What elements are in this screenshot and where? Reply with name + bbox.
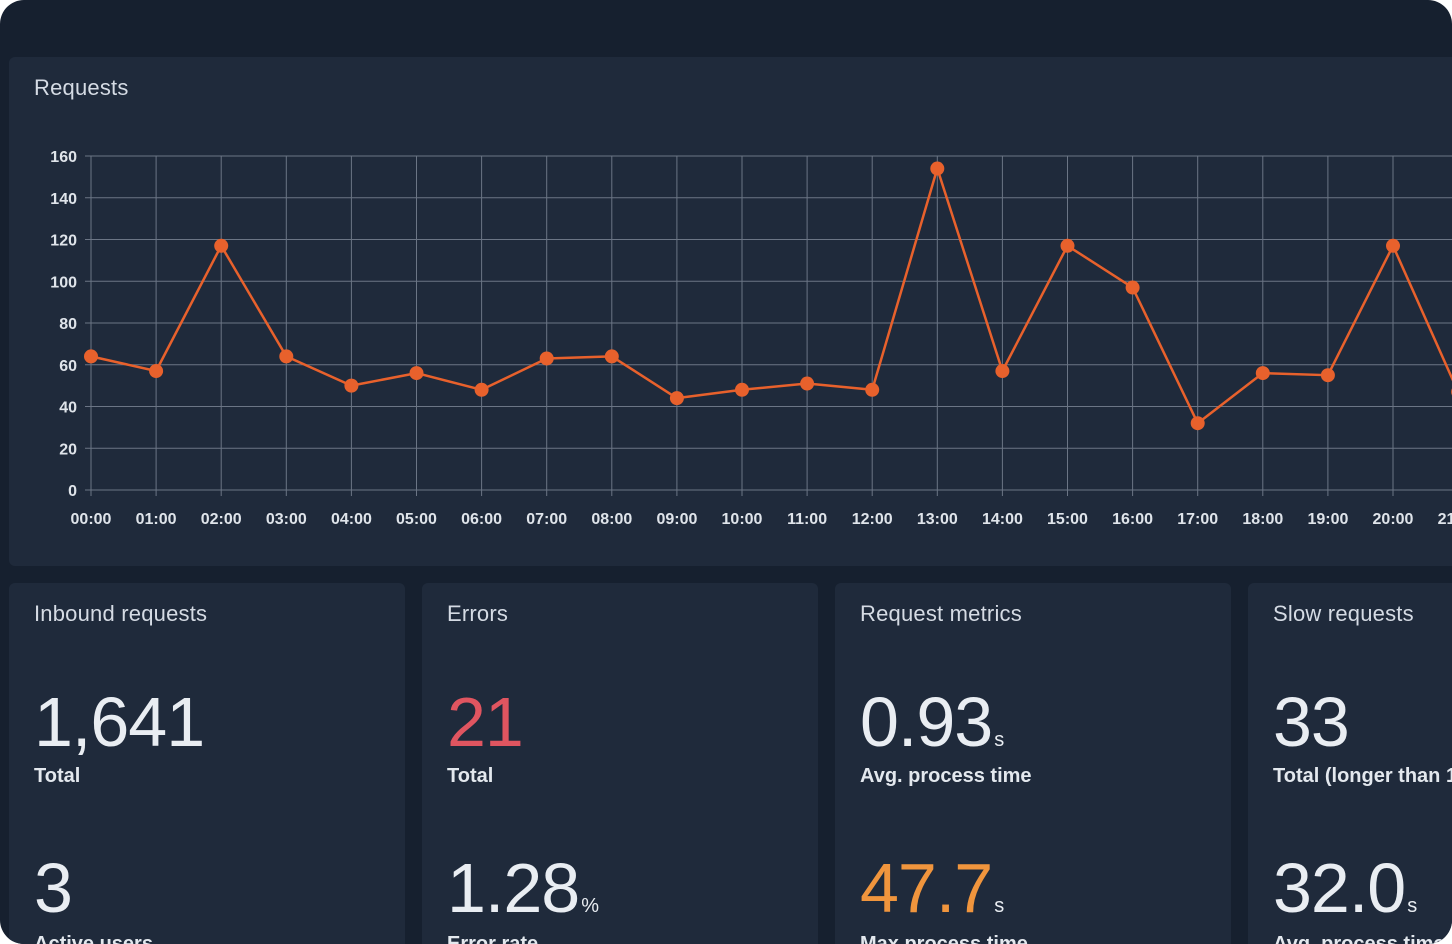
y-tick-label: 140: [50, 191, 77, 208]
error-rate-value: 1.28%: [447, 853, 599, 923]
x-tick-label: 09:00: [656, 511, 697, 528]
active-users-value: 3: [34, 853, 73, 923]
y-tick-label: 40: [59, 400, 77, 417]
x-tick-label: 08:00: [591, 511, 632, 528]
data-point: [214, 238, 229, 253]
x-tick-label: 12:00: [852, 511, 893, 528]
chart-grid: [85, 155, 1452, 496]
x-tick-label: 11:00: [787, 511, 827, 528]
active-users-label: Active users: [34, 933, 153, 944]
x-tick-label: 20:00: [1373, 511, 1414, 528]
data-point: [800, 376, 815, 391]
value-text: 1.28: [447, 849, 580, 927]
unit-text: s: [994, 729, 1005, 751]
x-tick-label: 10:00: [722, 511, 763, 528]
data-point: [149, 364, 164, 379]
series-line: [90, 167, 1452, 425]
value-text: 3: [34, 849, 73, 927]
data-point: [409, 366, 424, 381]
request-metrics-card: Request metrics 0.93 s Avg. process time …: [835, 583, 1231, 944]
data-point: [1060, 238, 1075, 253]
data-point: [344, 378, 359, 393]
unit-text: %: [581, 895, 600, 917]
card-title: Errors: [447, 601, 509, 626]
total-errors-value: 21: [447, 687, 524, 757]
requests-series: [84, 161, 1452, 431]
data-point: [279, 349, 294, 364]
data-point: [995, 364, 1010, 379]
x-tick-label: 05:00: [396, 511, 437, 528]
slow-total-value: 33: [1273, 687, 1350, 757]
data-point: [474, 382, 489, 397]
value-text: 33: [1273, 683, 1350, 761]
data-point: [865, 382, 880, 397]
requests-chart-panel: Requests 0 20 40 60 80 100 120 140 160 00:00 01:0…: [9, 57, 1452, 566]
y-tick-label: 60: [59, 358, 77, 375]
data-point: [539, 351, 554, 366]
slow-avg-process-time-value: 32.0 s: [1273, 853, 1417, 923]
slow-total-label: Total (longer than 1: [1273, 765, 1452, 787]
avg-process-time-label: Avg. process time: [860, 765, 1032, 787]
value-text: 21: [447, 683, 524, 761]
value-text: 1,641: [34, 683, 205, 761]
x-tick-label: 18:00: [1242, 511, 1283, 528]
y-axis-ticks: 0 20 40 60 80 100 120 140 160: [50, 149, 77, 500]
x-tick-label: 06:00: [461, 511, 502, 528]
x-tick-label: 15:00: [1047, 511, 1088, 528]
x-tick-label: 16:00: [1112, 511, 1153, 528]
data-point: [1255, 366, 1270, 381]
data-point: [1190, 416, 1205, 431]
data-point: [604, 349, 619, 364]
slow-avg-process-time-label: Avg. process time: [1273, 933, 1445, 944]
y-tick-label: 100: [50, 274, 77, 291]
requests-chart-title: Requests: [34, 75, 129, 100]
total-requests-label: Total: [34, 765, 81, 787]
card-title: Slow requests: [1273, 601, 1414, 626]
max-process-time-value: 47.7 s: [860, 853, 1004, 923]
y-tick-label: 120: [50, 233, 77, 250]
x-tick-label: 13:00: [917, 511, 958, 528]
max-process-time-label: Max process time: [860, 933, 1028, 944]
total-errors-label: Total: [447, 765, 494, 787]
x-tick-label: 07:00: [526, 511, 567, 528]
y-tick-label: 20: [59, 441, 77, 458]
data-point: [1320, 368, 1335, 383]
error-rate-label: Error rate: [447, 933, 539, 944]
slow-requests-card: Slow requests 33 Total (longer than 1 32…: [1248, 583, 1452, 944]
y-tick-label: 160: [50, 149, 77, 166]
data-point: [930, 161, 945, 176]
value-text: 32.0: [1273, 849, 1406, 927]
x-tick-label: 19:00: [1307, 511, 1348, 528]
x-axis-ticks: 00:00 01:00 02:00 03:00 04:00 05:00 06:00 07:00…: [71, 511, 1452, 528]
unit-text: s: [994, 895, 1005, 917]
data-point: [84, 349, 98, 364]
unit-text: s: [1407, 895, 1418, 917]
inbound-requests-card: Inbound requests 1,641 Total 3 Active us…: [9, 583, 405, 944]
data-point: [1125, 280, 1140, 295]
total-requests-value: 1,641: [34, 687, 205, 757]
x-tick-label: 02:00: [201, 511, 242, 528]
data-point: [735, 382, 749, 397]
avg-process-time-value: 0.93 s: [860, 687, 1004, 757]
x-tick-label: 04:00: [331, 511, 372, 528]
value-text: 0.93: [860, 683, 993, 761]
x-tick-label: 14:00: [982, 511, 1023, 528]
x-tick-label: 21:00: [1438, 511, 1452, 528]
y-tick-label: 0: [68, 483, 77, 500]
x-tick-label: 01:00: [136, 511, 177, 528]
x-tick-label: 03:00: [266, 511, 307, 528]
data-point: [669, 391, 684, 406]
errors-card: Errors 21 Total 1.28% Error rate: [422, 583, 818, 944]
x-tick-label: 17:00: [1177, 511, 1218, 528]
value-text: 47.7: [860, 849, 993, 927]
card-title: Request metrics: [860, 601, 1022, 626]
requests-line-chart: 0 20 40 60 80 100 120 140 160 00:00 01:00 02:00 03:…: [50, 149, 1452, 528]
card-title: Inbound requests: [34, 601, 208, 626]
y-tick-label: 80: [59, 316, 77, 333]
data-point: [1386, 238, 1400, 253]
x-tick-label: 00:00: [71, 511, 112, 528]
